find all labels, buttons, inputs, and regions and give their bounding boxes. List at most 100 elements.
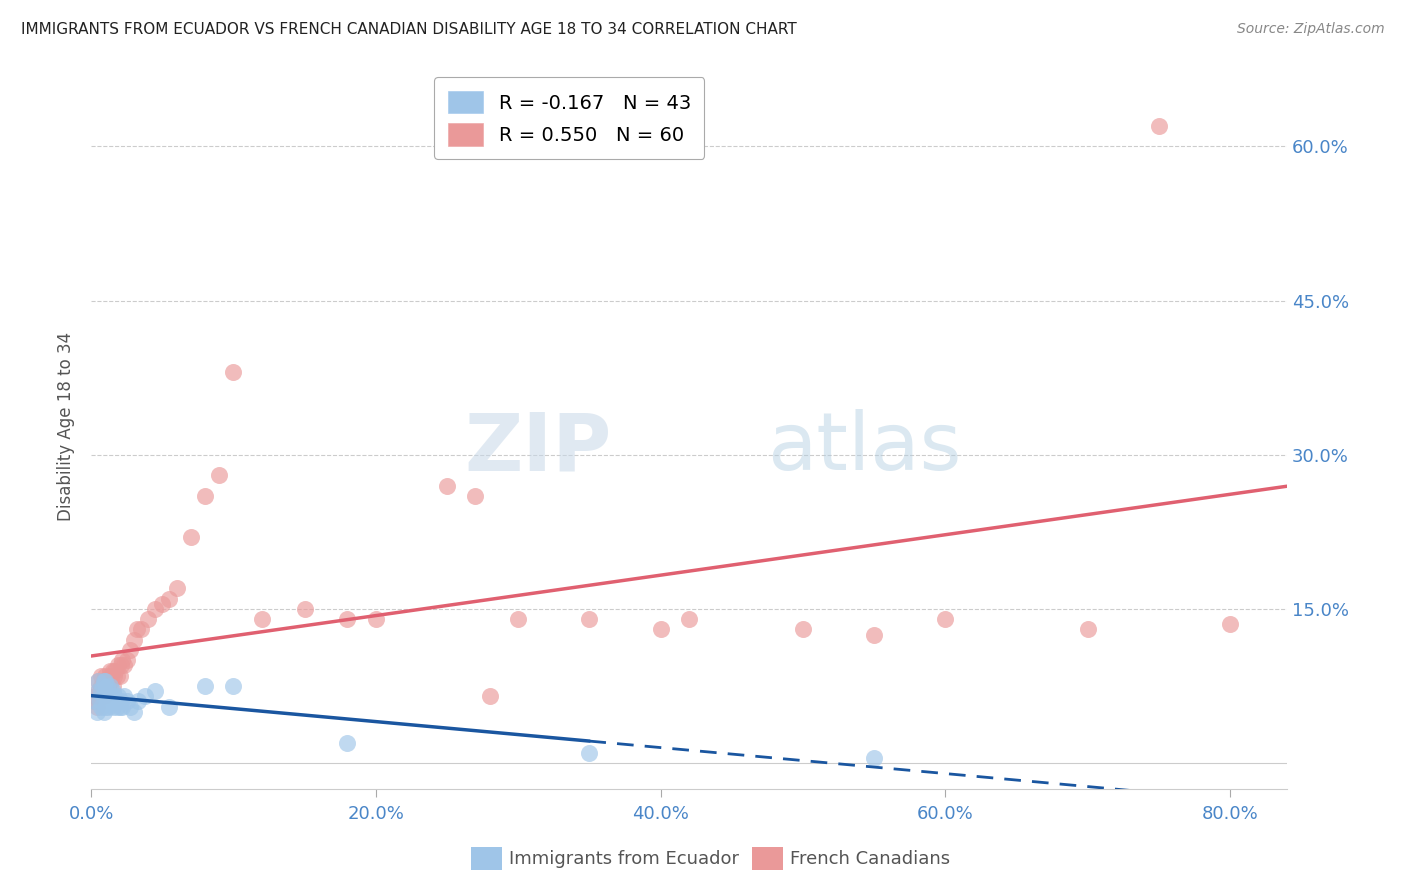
- Text: French Canadians: French Canadians: [790, 849, 950, 868]
- Point: [86, 699, 108, 714]
- Point: [111, 699, 134, 714]
- Point: [96, 694, 118, 708]
- Point: [1219, 617, 1241, 632]
- Point: [1077, 623, 1099, 637]
- Point: [159, 591, 181, 606]
- Point: [336, 612, 359, 626]
- Point: [863, 627, 886, 641]
- Point: [166, 582, 188, 596]
- Point: [108, 669, 131, 683]
- Point: [143, 684, 166, 698]
- Point: [91, 684, 114, 698]
- Point: [112, 690, 135, 704]
- Point: [678, 612, 700, 626]
- Point: [100, 673, 122, 688]
- Point: [87, 684, 110, 698]
- Text: ZIP: ZIP: [464, 409, 612, 487]
- Point: [194, 489, 217, 503]
- Point: [478, 690, 501, 704]
- Point: [159, 699, 181, 714]
- Point: [86, 705, 108, 719]
- Point: [90, 679, 112, 693]
- Point: [101, 664, 124, 678]
- Text: IMMIGRANTS FROM ECUADOR VS FRENCH CANADIAN DISABILITY AGE 18 TO 34 CORRELATION C: IMMIGRANTS FROM ECUADOR VS FRENCH CANADI…: [21, 22, 797, 37]
- Point: [94, 669, 117, 683]
- Point: [103, 690, 125, 704]
- Point: [108, 699, 131, 714]
- Text: Source: ZipAtlas.com: Source: ZipAtlas.com: [1237, 22, 1385, 37]
- Point: [101, 684, 124, 698]
- Point: [90, 699, 112, 714]
- Point: [115, 653, 138, 667]
- Point: [464, 489, 486, 503]
- Point: [101, 699, 124, 714]
- Point: [222, 366, 245, 380]
- Text: Immigrants from Ecuador: Immigrants from Ecuador: [509, 849, 740, 868]
- Point: [101, 679, 124, 693]
- Point: [122, 632, 145, 647]
- Point: [110, 658, 132, 673]
- Point: [94, 679, 117, 693]
- Legend: R = -0.167   N = 43, R = 0.550   N = 60: R = -0.167 N = 43, R = 0.550 N = 60: [434, 78, 704, 160]
- Point: [180, 530, 202, 544]
- Point: [110, 694, 132, 708]
- Point: [294, 602, 316, 616]
- Point: [863, 751, 886, 765]
- Point: [100, 694, 122, 708]
- Point: [115, 694, 138, 708]
- Point: [91, 679, 114, 693]
- Point: [122, 705, 145, 719]
- Point: [93, 705, 115, 719]
- Point: [83, 694, 105, 708]
- Point: [336, 735, 359, 749]
- Point: [98, 690, 121, 704]
- Point: [150, 597, 173, 611]
- Point: [222, 679, 245, 693]
- Point: [97, 679, 120, 693]
- Point: [84, 694, 107, 708]
- Point: [143, 602, 166, 616]
- Point: [94, 699, 117, 714]
- Point: [104, 664, 127, 678]
- Text: atlas: atlas: [766, 409, 962, 487]
- Point: [96, 673, 118, 688]
- Point: [98, 669, 121, 683]
- Point: [89, 694, 111, 708]
- Point: [98, 664, 121, 678]
- Point: [103, 669, 125, 683]
- Point: [94, 684, 117, 698]
- Point: [87, 684, 110, 698]
- Point: [105, 699, 128, 714]
- Point: [97, 684, 120, 698]
- Point: [105, 669, 128, 683]
- Point: [104, 694, 127, 708]
- Point: [650, 623, 672, 637]
- Point: [1147, 119, 1170, 133]
- Point: [118, 699, 141, 714]
- Point: [96, 679, 118, 693]
- Point: [93, 673, 115, 688]
- Point: [578, 746, 600, 760]
- Point: [208, 468, 231, 483]
- Point: [934, 612, 956, 626]
- Point: [107, 658, 129, 673]
- Y-axis label: Disability Age 18 to 34: Disability Age 18 to 34: [58, 332, 75, 521]
- Point: [578, 612, 600, 626]
- Point: [87, 673, 110, 688]
- Point: [118, 643, 141, 657]
- Point: [129, 623, 152, 637]
- Point: [90, 669, 112, 683]
- Point: [436, 478, 458, 492]
- Point: [90, 684, 112, 698]
- Point: [136, 612, 159, 626]
- Point: [96, 684, 118, 698]
- Point: [93, 673, 115, 688]
- Point: [250, 612, 273, 626]
- Point: [89, 690, 111, 704]
- Point: [792, 623, 814, 637]
- Point: [98, 679, 121, 693]
- Point: [508, 612, 530, 626]
- Point: [84, 690, 107, 704]
- Point: [111, 653, 134, 667]
- Point: [97, 699, 120, 714]
